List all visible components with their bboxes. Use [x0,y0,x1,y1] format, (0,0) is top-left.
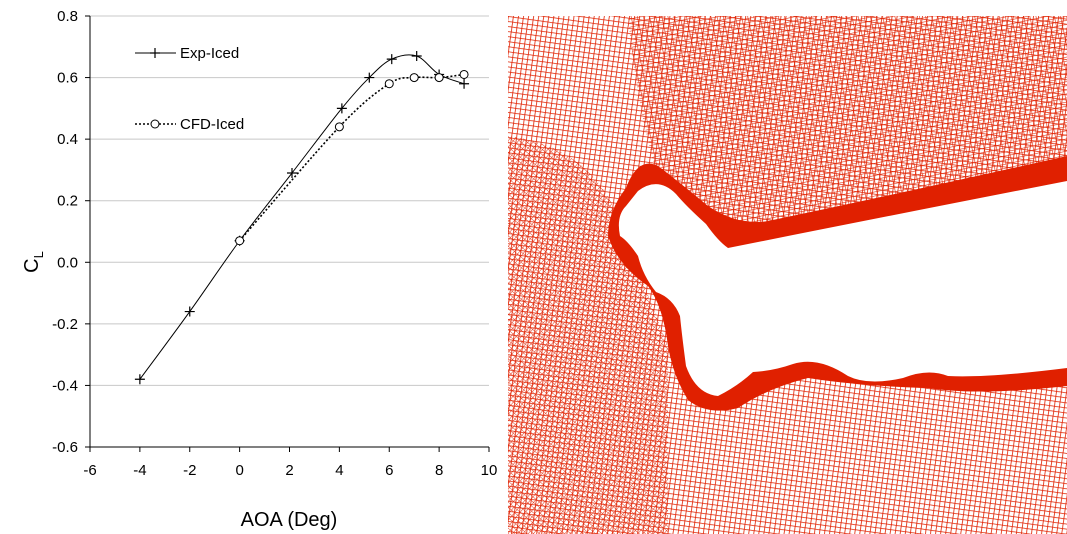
data-point-plus [134,374,145,385]
x-tick-label: -4 [133,462,146,479]
ice-shape-mesh-figure [508,16,1067,534]
y-tick-label: 0.6 [57,70,78,87]
y-tick-label: 0.4 [57,131,78,148]
series-line-1 [139,54,465,380]
legend: Exp-Iced CFD-Iced [135,45,244,133]
axis-layer: 0.8 0.6 0.4 0.2 0.0 -0.2 -0.4 -0.6 -6 -4 -2 0 2 4 6 8 10 [52,8,497,479]
mesh-dense-boundary-layer [608,156,1067,411]
x-tick-label: 0 [235,462,243,479]
data-point-circle [334,122,344,132]
y-tick-label: -0.2 [52,316,78,333]
y-axis-title-sub: L [31,251,46,258]
legend-marker-2 [150,119,160,129]
data-point-plus [286,168,297,179]
data-point-circle [434,73,444,83]
data-point-circle [235,236,245,246]
x-tick-label: -2 [183,462,196,479]
x-tick-label: 2 [285,462,293,479]
mesh-left-region [508,136,668,534]
data-point-plus [459,78,470,89]
data-point-plus [411,51,422,62]
grid-layer [90,15,489,386]
lift-coefficient-chart: 0.8 0.6 0.4 0.2 0.0 -0.2 -0.4 -0.6 -6 -4 -2 0 2 4 6 8 10… [0,0,500,534]
chart-svg: 0.8 0.6 0.4 0.2 0.0 -0.2 -0.4 -0.6 -6 -4 -2 0 2 4 6 8 10… [21,8,497,531]
legend-label-1: Exp-Iced [180,45,239,62]
mesh-svg [508,16,1067,534]
series-layer [134,51,470,385]
legend-marker-1 [150,48,160,58]
series-line-2 [239,73,465,242]
svg-text:CL: CL [21,251,46,273]
x-tick-label: 4 [335,462,343,479]
y-tick-label: 0.2 [57,193,78,210]
y-axis-title: CL [21,251,46,273]
y-tick-label: -0.6 [52,439,78,456]
x-tick-label: 10 [481,462,498,479]
data-point-plus [386,54,397,65]
data-point-plus [364,72,375,83]
data-point-circle [459,69,469,79]
data-point-circle [409,73,419,83]
data-point-plus [336,103,347,114]
legend-label-2: CFD-Iced [180,116,244,133]
data-point-circle [384,79,394,89]
x-tick-label: -6 [83,462,96,479]
iced-airfoil-shape [618,181,1067,396]
x-tick-label: 8 [435,462,443,479]
y-tick-label: 0.8 [57,8,78,25]
y-tick-label: -0.4 [52,377,78,394]
x-tick-label: 6 [385,462,393,479]
data-point-plus [184,306,195,317]
y-axis-title-main: C [21,258,43,272]
y-tick-label: 0.0 [57,254,78,271]
x-axis-title: AOA (Deg) [241,509,338,531]
